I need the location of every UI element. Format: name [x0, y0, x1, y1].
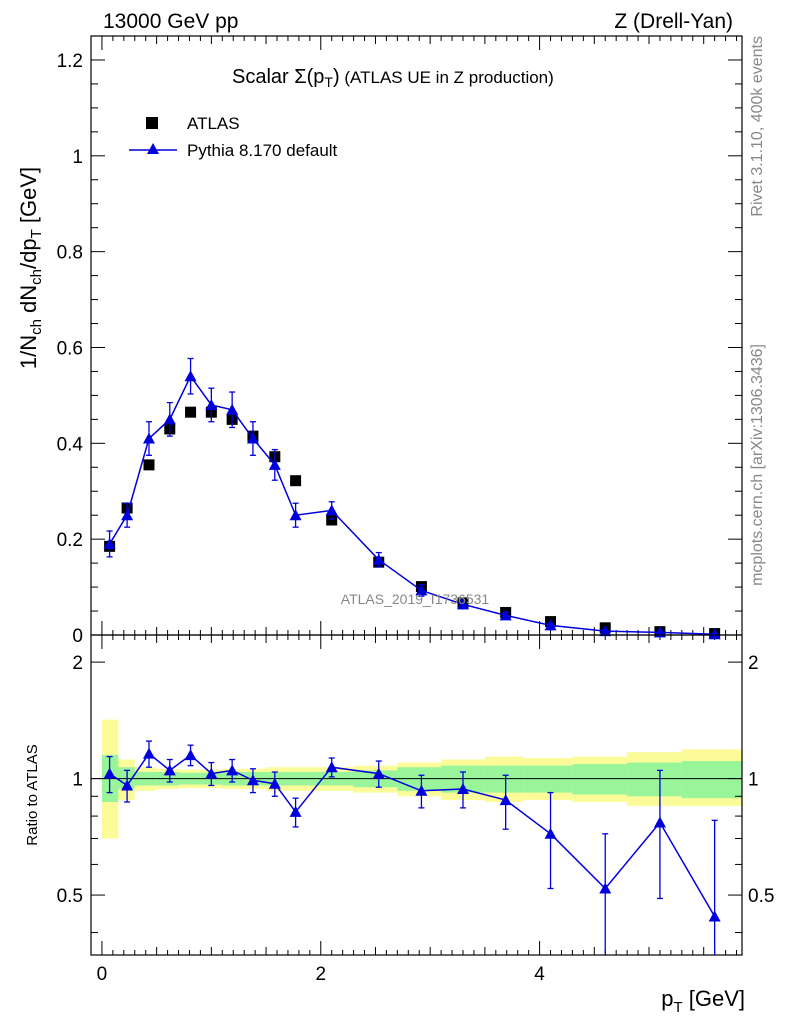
main-y-tick-label: 1: [72, 147, 83, 168]
mc-point: [372, 553, 385, 565]
ratio-y-tick-label-right: 0.5: [748, 886, 774, 907]
mc-point: [163, 413, 176, 425]
ratio-point: [268, 777, 281, 789]
analysis-watermark: ATLAS_2019_I1736531: [341, 591, 490, 607]
title-sub-part: T: [324, 74, 333, 90]
data-point: [143, 459, 155, 471]
main-y-tick-label: 0.8: [57, 243, 83, 264]
main-ylabel: 1/Nch dNch/dpT [GeV]: [16, 167, 45, 369]
mc-point: [544, 619, 557, 631]
main-y-tick-label: 0.2: [57, 530, 83, 551]
ratio-point: [163, 764, 176, 776]
ratio-y-tick-label-right: 1: [748, 770, 759, 791]
main-y-tick-label: 0.6: [57, 338, 83, 359]
band-inner-bin: [681, 761, 742, 799]
title-sigma-part: Σ(p: [294, 66, 324, 88]
legend-mc-label: Pythia 8.170 default: [187, 141, 338, 160]
mc-point: [457, 598, 469, 610]
band-inner-bin: [523, 765, 573, 793]
x-tick-label: 2: [315, 964, 326, 985]
ratio-point: [544, 827, 557, 839]
legend: ATLAS Pythia 8.170 default: [129, 114, 338, 160]
ratio-point: [246, 774, 259, 786]
xlabel-unit: [GeV]: [683, 986, 745, 1011]
mc-point: [325, 504, 338, 516]
ratio-point: [142, 747, 155, 759]
mcplots-label: mcplots.cern.ch [arXiv:1306.3436]: [749, 344, 766, 586]
ratio-y-tick-label-left: 1: [72, 770, 83, 791]
ratio-point: [708, 910, 721, 922]
ratio-point: [499, 794, 512, 806]
ylabel-part-5: /dp: [16, 238, 41, 269]
ratio-point: [205, 767, 218, 779]
band-inner-bin: [572, 764, 628, 795]
ratio-point: [184, 749, 197, 761]
mc-point: [184, 370, 197, 382]
ratio-ylabel: Ratio to ATLAS: [24, 744, 41, 845]
legend-data-marker: [146, 117, 158, 129]
ratio-axes: 0 2 4 0.5 0.5 1 1 2 2: [57, 634, 774, 985]
x-tick-label: 0: [97, 964, 108, 985]
ratio-frame: [90, 634, 743, 956]
ratio-point: [599, 882, 612, 894]
data-point: [326, 514, 338, 526]
ratio-point: [457, 782, 469, 794]
ratio-point: [103, 767, 116, 779]
ratio-mc-layer: [103, 740, 721, 955]
ratio-y-tick-label-left: 0.5: [57, 886, 83, 907]
ylabel-part-2: ch: [28, 319, 45, 335]
main-y-tick-label: 0: [72, 626, 83, 647]
ratio-point: [372, 767, 385, 779]
main-axes: 0 0.2 0.4 0.6 0.8 1 1.2: [57, 35, 743, 955]
main-title: Scalar Σ(pT) (ATLAS UE in Z production): [232, 66, 554, 90]
ratio-point: [653, 816, 666, 828]
header-right: Z (Drell-Yan): [614, 10, 733, 33]
mc-point: [226, 403, 239, 415]
ratio-y-tick-label-left: 2: [72, 653, 83, 674]
mc-point: [289, 509, 302, 521]
ratio-point: [415, 784, 428, 796]
xlabel-sub: T: [673, 999, 682, 1016]
data-point: [290, 475, 302, 487]
mc-point: [103, 537, 116, 549]
header-left: 13000 GeV pp: [103, 10, 238, 33]
main-y-tick-label: 0.4: [57, 434, 84, 455]
ratio-y-tick-label-right: 2: [748, 653, 759, 674]
mc-point: [415, 584, 428, 596]
legend-mc-marker: [147, 143, 159, 154]
x-tick-label: 4: [534, 964, 545, 985]
data-point: [185, 406, 197, 418]
legend-data-label: ATLAS: [187, 114, 240, 133]
main-mc-layer: [103, 357, 721, 640]
title-close-part: ): [333, 66, 340, 88]
main-y-tick-label: 1.2: [57, 51, 83, 72]
ylabel-part-4: ch: [28, 269, 45, 285]
mc-point: [708, 628, 721, 640]
mc-point: [205, 398, 218, 410]
band-inner-bin: [627, 762, 682, 797]
ylabel-part-7: [GeV]: [16, 167, 41, 229]
mc-point: [246, 432, 259, 444]
ylabel-part-3: dN: [16, 285, 41, 319]
xlabel-p: p: [661, 986, 673, 1011]
mc-point: [599, 625, 612, 637]
rivet-label: Rivet 3.1.10, 400k events: [749, 36, 766, 217]
x-axis-label: pT [GeV]: [661, 986, 745, 1016]
mc-point: [142, 432, 155, 444]
ratio-point: [325, 761, 338, 773]
ylabel-part-6: T: [28, 229, 45, 238]
ratio-point: [289, 805, 302, 817]
ratio-point: [226, 764, 239, 776]
band-inner-bin: [484, 765, 524, 793]
mc-point: [499, 609, 512, 621]
title-main-part: Scalar: [232, 66, 294, 88]
title-rest-part: (ATLAS UE in Z production): [340, 68, 554, 87]
ratio-point: [121, 779, 134, 791]
ylabel-part-1: 1/N: [16, 335, 41, 369]
mc-point: [121, 509, 134, 521]
mc-point: [268, 458, 281, 470]
